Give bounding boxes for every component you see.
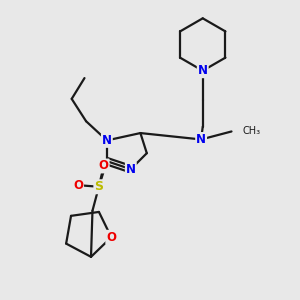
- Text: N: N: [102, 134, 112, 147]
- Text: CH₃: CH₃: [243, 127, 261, 136]
- Text: O: O: [99, 160, 109, 172]
- Text: N: N: [196, 133, 206, 146]
- Text: S: S: [94, 180, 103, 193]
- Text: N: N: [198, 64, 208, 77]
- Text: O: O: [106, 231, 116, 244]
- Text: O: O: [73, 179, 83, 192]
- Text: N: N: [126, 163, 136, 176]
